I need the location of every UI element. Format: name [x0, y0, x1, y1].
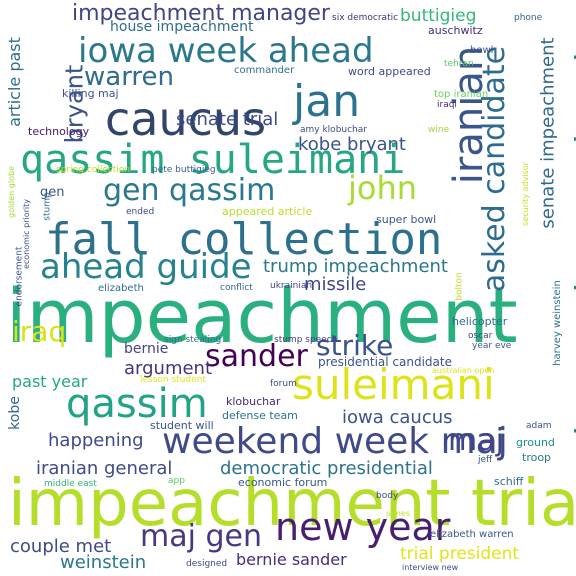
- word-oscar: oscar: [468, 331, 493, 341]
- word-bernie-sander: bernie sander: [236, 550, 347, 569]
- word-pete-buttigieg: pete buttigieg: [152, 165, 216, 175]
- word-student-will: student will: [150, 419, 214, 432]
- word-ahead-guide: ahead guide: [40, 247, 252, 287]
- word-senate-impeachment: senate impeachment: [537, 37, 559, 229]
- word-stump: stump: [42, 192, 53, 221]
- word-stump-speech: stump speech: [274, 335, 338, 345]
- word-defense-team: defense team: [222, 409, 298, 422]
- word-missile: missile: [304, 274, 367, 295]
- word-amy-klobuchar: amy klobuchar: [300, 125, 367, 135]
- word-democratic-presidential: democratic presidential: [220, 458, 433, 479]
- word-ukrainian: ukrainian: [270, 281, 313, 291]
- word-australian-open: australian open: [432, 366, 495, 375]
- word-interview-new: interview new: [402, 563, 459, 572]
- word-tehran: tehran: [444, 59, 474, 69]
- word-bernie: bernie: [124, 341, 169, 357]
- word-forum: forum: [270, 379, 297, 389]
- word-past-year: past year: [12, 372, 88, 391]
- word-helicopter: helicopter: [452, 315, 508, 328]
- word-qassim-suleimani: qassim suleimani: [20, 137, 406, 183]
- word-lesson-student: lesson student: [140, 375, 206, 385]
- word-impeachment: impeachment: [6, 274, 518, 360]
- word-app: app: [168, 476, 185, 486]
- word-iowa-week-ahead: iowa week ahead: [78, 31, 374, 71]
- word-suleimani: suleimani: [292, 360, 495, 409]
- word-sander: sander: [205, 339, 308, 374]
- word-middle-east: middle east: [44, 479, 97, 489]
- word-weinstein: weinstein: [60, 552, 147, 573]
- word-body: body: [376, 491, 399, 501]
- word-killing-maj: killing maj: [62, 87, 119, 100]
- word-year-eve: year eve: [472, 341, 512, 351]
- word-jeff: jeff: [478, 455, 493, 465]
- word-wine: wine: [428, 125, 450, 135]
- word-schiff: schiff: [494, 475, 524, 488]
- word-economic-forum: economic forum: [238, 476, 328, 489]
- word-spring-collection: spring collection: [56, 165, 131, 175]
- word-top-iranian: top iranian: [434, 89, 489, 100]
- word-fall-collection: fall collection: [45, 214, 443, 265]
- word-weekend-week-maj: weekend week maj: [162, 421, 508, 462]
- word-strike: strike: [316, 329, 394, 362]
- word-asked-candidate: asked candidate: [477, 45, 513, 293]
- word-gen-qassim: gen qassim: [103, 173, 276, 208]
- word-troop: troop: [522, 451, 552, 464]
- word-kobe: kobe: [6, 396, 23, 430]
- word-caucus: caucus: [105, 92, 267, 146]
- word-phone: phone: [514, 13, 543, 23]
- word-ground: ground: [516, 436, 555, 449]
- word-maj-gen: maj gen: [140, 519, 262, 554]
- word-iranian-general: iranian general: [36, 458, 173, 479]
- word-gen: gen: [40, 185, 65, 200]
- word-ended: ended: [126, 207, 155, 217]
- word-designed: designed: [186, 559, 228, 569]
- word-word-appeared: word appeared: [348, 65, 431, 78]
- word-maj: maj: [448, 423, 504, 458]
- word-couple-met: couple met: [10, 536, 112, 557]
- word-elizabeth-warren: elizabeth warren: [430, 529, 514, 540]
- word-impeachment-trial: impeachment trial: [8, 467, 576, 541]
- word-technology: technology: [28, 125, 90, 138]
- word-sign-stealing: sign stealing: [164, 335, 222, 345]
- word-article-past: article past: [4, 37, 24, 127]
- word-klobuchar: klobuchar: [226, 395, 281, 408]
- word-commander: commander: [234, 65, 295, 76]
- word-impeachment-manager: impeachment manager: [72, 1, 330, 26]
- word-adam: adam: [526, 421, 552, 431]
- word-trial-president: trial president: [400, 544, 520, 564]
- word-security-advisor: security advisor: [520, 162, 530, 226]
- word-james: james: [386, 509, 411, 518]
- word-bolton: bolton: [454, 272, 465, 301]
- word-qassim: qassim: [66, 381, 208, 427]
- word-super-bowl: super bowl: [376, 213, 437, 226]
- word-iowa-caucus: iowa caucus: [342, 407, 453, 428]
- word-happening: happening: [48, 430, 144, 451]
- word-house-impeachment: house impeachment: [110, 19, 254, 35]
- word-buttigieg: buttigieg: [400, 6, 477, 26]
- word-argument: argument: [124, 358, 213, 379]
- word-conflict: conflict: [220, 283, 253, 293]
- word-trump-impeachment: trump impeachment: [263, 256, 448, 277]
- word-appeared-article: appeared article: [222, 205, 313, 218]
- word-golden-globe: golden globe: [7, 165, 17, 219]
- word-warren: warren: [84, 62, 175, 92]
- word-jan: jan: [293, 76, 361, 127]
- word-presidential-candidate: presidential candidate: [318, 355, 452, 369]
- word-iraqi: iraqi: [437, 100, 457, 110]
- word-happening-weekend: happening weekend: [568, 52, 576, 436]
- word-auschwitz: auschwitz: [428, 24, 483, 37]
- word-six-democratic: six democratic: [332, 13, 399, 23]
- word-elizabeth: elizabeth: [98, 283, 144, 294]
- word-new-year: new year: [275, 505, 451, 549]
- word-harvey-weinstein: harvey weinstein: [551, 280, 563, 366]
- word-bowl: bowl: [470, 45, 494, 56]
- word-kobe-bryant: kobe bryant: [298, 134, 406, 155]
- word-john: john: [348, 169, 418, 207]
- word-iraq: iraq: [12, 315, 67, 348]
- word-senate-trial: senate trial: [176, 109, 279, 130]
- word-endorsement: endorsement: [14, 246, 25, 307]
